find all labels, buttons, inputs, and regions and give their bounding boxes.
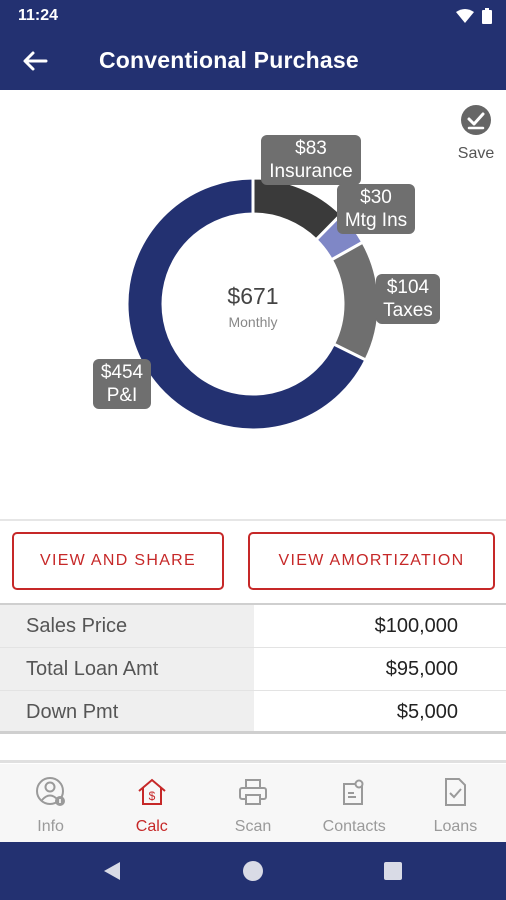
slice-label-mtg-ins-amount: $30 [360,187,392,208]
view-and-share-button[interactable]: VIEW AND SHARE [12,532,224,590]
status-bar: 11:24 [0,0,506,32]
nav-item-label: Info [37,818,64,835]
nav-back-icon[interactable] [101,860,123,882]
contacts-icon [343,779,364,805]
save-button[interactable]: Save [452,104,500,164]
wifi-icon [456,9,474,23]
nav-item-label: Calc [135,818,168,835]
back-arrow-icon[interactable] [20,47,50,75]
row-label: Sales Price [0,605,254,647]
nav-item-contacts[interactable]: Contacts [304,764,405,842]
nav-recents-icon[interactable] [384,862,402,880]
printer-icon [239,779,267,805]
view-amortization-button[interactable]: VIEW AMORTIZATION [248,532,495,590]
nav-item-info[interactable]: Info [0,764,101,842]
summary-table: Sales Price $100,000 Total Loan Amt $95,… [0,603,506,734]
status-icons [456,8,492,24]
slice-label-taxes: $104 Taxes [376,274,440,324]
nav-home-icon[interactable] [242,860,264,882]
table-divider [0,731,506,734]
slice-label-mtg-ins-name: Mtg Ins [344,210,408,231]
section-divider [0,519,506,521]
donut-slice-p-i [125,176,368,432]
donut-chart [125,176,381,432]
nav-item-scan[interactable]: Scan [202,764,303,842]
user-info-icon [35,777,65,806]
page-title: Conventional Purchase [99,47,359,73]
slice-label-pi: $454 P&I [93,359,151,409]
app-bar: Conventional Purchase [0,32,506,90]
slice-label-pi-amount: $454 [100,362,144,383]
slice-label-pi-name: P&I [106,385,138,406]
svg-text:$: $ [148,789,155,803]
slice-label-insurance: $83 Insurance [261,135,361,185]
check-circle-icon [461,105,491,135]
battery-icon [482,8,492,24]
row-value: $5,000 [396,700,458,723]
document-check-icon [445,778,467,806]
status-time: 11:24 [18,7,59,24]
chart-center-label: Monthly [228,314,278,330]
bottom-nav: Info $ Calc Scan Contacts Loans [0,764,506,842]
nav-item-loans[interactable]: Loans [405,764,506,842]
row-label: Down Pmt [0,691,254,733]
row-label: Total Loan Amt [0,648,254,690]
row-value: $100,000 [374,614,458,637]
table-row: Sales Price $100,000 [0,605,506,648]
slice-label-insurance-name: Insurance [269,161,353,182]
nav-divider [0,760,506,763]
slice-label-insurance-amount: $83 [295,138,327,159]
slice-label-taxes-amount: $104 [386,277,430,298]
table-row: Total Loan Amt $95,000 [0,648,506,691]
house-dollar-icon: $ [138,778,166,805]
nav-item-label: Loans [433,818,478,835]
chart-center-amount: $671 [227,283,279,309]
system-nav-bar [0,842,506,900]
slice-label-taxes-name: Taxes [383,300,433,321]
slice-label-mtg-ins: $30 Mtg Ins [337,184,415,234]
row-value: $95,000 [385,657,458,680]
table-row: Down Pmt $5,000 [0,691,506,734]
donut-slice-taxes [329,240,381,363]
nav-item-calc[interactable]: $ Calc [101,764,202,842]
save-label: Save [457,145,495,162]
nav-item-label: Scan [234,818,272,835]
nav-item-label: Contacts [322,818,386,835]
